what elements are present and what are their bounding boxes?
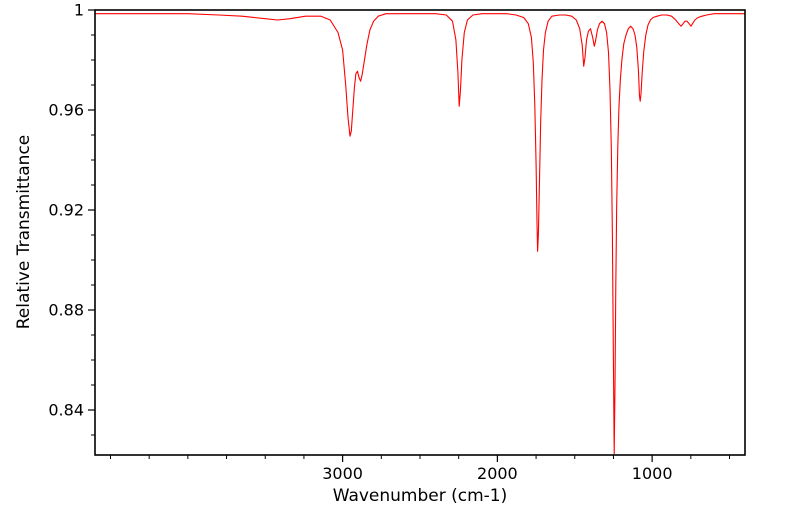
y-tick-label: 0.88	[48, 300, 84, 319]
spectrum-line	[95, 13, 745, 455]
x-axis-label: Wavenumber (cm-1)	[332, 486, 508, 506]
plot-frame	[94, 9, 746, 456]
y-tick-label: 1	[74, 0, 84, 19]
y-tick-label: 0.96	[48, 100, 84, 119]
y-tick-label: 0.92	[48, 200, 84, 219]
y-axis-label: Relative Transmittance	[14, 134, 34, 330]
x-tick-label: 3000	[322, 464, 363, 483]
y-tick-label: 0.84	[48, 400, 84, 419]
x-tick-label: 2000	[477, 464, 518, 483]
x-tick-label: 1000	[632, 464, 673, 483]
